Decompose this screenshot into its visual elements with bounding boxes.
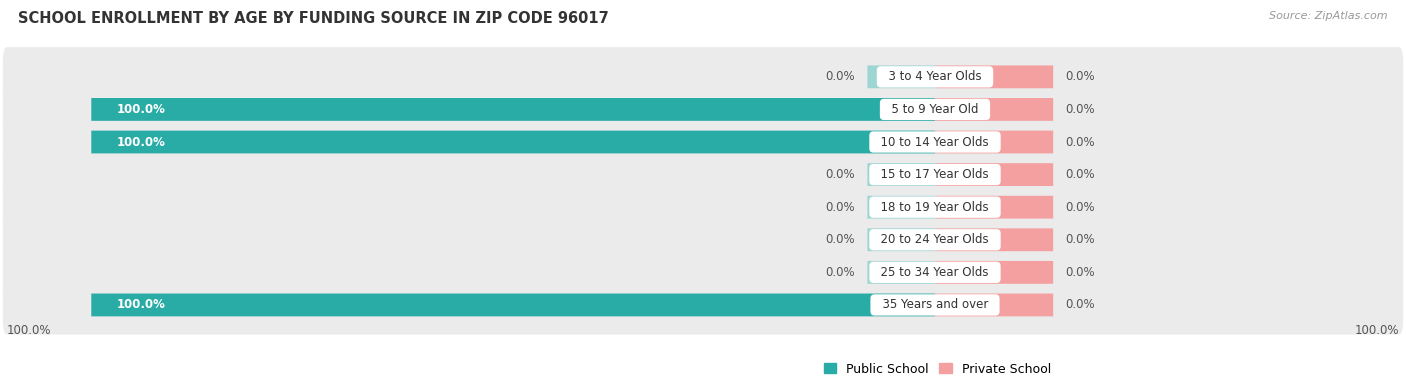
Legend: Public School, Private School: Public School, Private School bbox=[824, 363, 1050, 375]
FancyBboxPatch shape bbox=[91, 294, 935, 316]
FancyBboxPatch shape bbox=[935, 196, 1053, 218]
FancyBboxPatch shape bbox=[3, 145, 1403, 204]
Text: 0.0%: 0.0% bbox=[825, 201, 855, 214]
FancyBboxPatch shape bbox=[935, 65, 1053, 88]
FancyBboxPatch shape bbox=[935, 131, 1053, 153]
FancyBboxPatch shape bbox=[868, 163, 935, 186]
Text: 0.0%: 0.0% bbox=[825, 168, 855, 181]
Text: 15 to 17 Year Olds: 15 to 17 Year Olds bbox=[873, 168, 997, 181]
FancyBboxPatch shape bbox=[935, 98, 1053, 121]
Text: 0.0%: 0.0% bbox=[1066, 299, 1095, 311]
Text: 100.0%: 100.0% bbox=[117, 135, 166, 149]
FancyBboxPatch shape bbox=[868, 196, 935, 218]
FancyBboxPatch shape bbox=[935, 163, 1053, 186]
Text: SCHOOL ENROLLMENT BY AGE BY FUNDING SOURCE IN ZIP CODE 96017: SCHOOL ENROLLMENT BY AGE BY FUNDING SOUR… bbox=[18, 11, 609, 26]
FancyBboxPatch shape bbox=[935, 228, 1053, 251]
Text: 0.0%: 0.0% bbox=[1066, 70, 1095, 83]
FancyBboxPatch shape bbox=[868, 228, 935, 251]
Text: 0.0%: 0.0% bbox=[825, 70, 855, 83]
Text: 18 to 19 Year Olds: 18 to 19 Year Olds bbox=[873, 201, 997, 214]
Text: 0.0%: 0.0% bbox=[1066, 135, 1095, 149]
Text: 100.0%: 100.0% bbox=[117, 103, 166, 116]
Text: 100.0%: 100.0% bbox=[1354, 324, 1399, 337]
Text: 20 to 24 Year Olds: 20 to 24 Year Olds bbox=[873, 233, 997, 246]
FancyBboxPatch shape bbox=[3, 112, 1403, 172]
FancyBboxPatch shape bbox=[3, 210, 1403, 270]
Text: 0.0%: 0.0% bbox=[1066, 201, 1095, 214]
Text: 0.0%: 0.0% bbox=[825, 266, 855, 279]
Text: 3 to 4 Year Olds: 3 to 4 Year Olds bbox=[882, 70, 988, 83]
Text: 0.0%: 0.0% bbox=[1066, 233, 1095, 246]
FancyBboxPatch shape bbox=[868, 261, 935, 284]
FancyBboxPatch shape bbox=[3, 275, 1403, 335]
Text: Source: ZipAtlas.com: Source: ZipAtlas.com bbox=[1270, 11, 1388, 21]
FancyBboxPatch shape bbox=[3, 243, 1403, 302]
Text: 0.0%: 0.0% bbox=[1066, 103, 1095, 116]
FancyBboxPatch shape bbox=[3, 80, 1403, 139]
FancyBboxPatch shape bbox=[91, 98, 935, 121]
Text: 0.0%: 0.0% bbox=[1066, 266, 1095, 279]
Text: 25 to 34 Year Olds: 25 to 34 Year Olds bbox=[873, 266, 997, 279]
Text: 5 to 9 Year Old: 5 to 9 Year Old bbox=[884, 103, 986, 116]
FancyBboxPatch shape bbox=[3, 178, 1403, 237]
FancyBboxPatch shape bbox=[935, 294, 1053, 316]
Text: 100.0%: 100.0% bbox=[117, 299, 166, 311]
Text: 0.0%: 0.0% bbox=[825, 233, 855, 246]
Text: 10 to 14 Year Olds: 10 to 14 Year Olds bbox=[873, 135, 997, 149]
FancyBboxPatch shape bbox=[91, 131, 935, 153]
Text: 35 Years and over: 35 Years and over bbox=[875, 299, 995, 311]
Text: 0.0%: 0.0% bbox=[1066, 168, 1095, 181]
Text: 100.0%: 100.0% bbox=[7, 324, 52, 337]
FancyBboxPatch shape bbox=[935, 261, 1053, 284]
FancyBboxPatch shape bbox=[3, 47, 1403, 107]
FancyBboxPatch shape bbox=[868, 65, 935, 88]
